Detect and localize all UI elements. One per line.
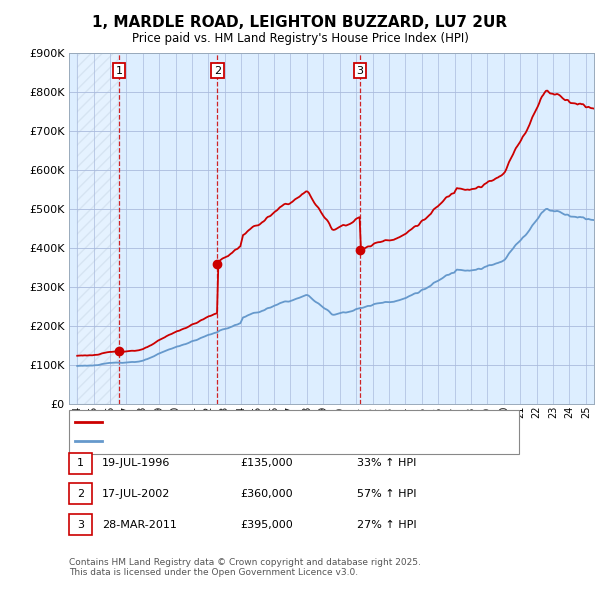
Text: HPI: Average price, detached house, Central Bedfordshire: HPI: Average price, detached house, Cent… xyxy=(107,436,408,445)
Text: 19-JUL-1996: 19-JUL-1996 xyxy=(102,458,170,468)
Text: 2: 2 xyxy=(214,65,221,76)
Text: 33% ↑ HPI: 33% ↑ HPI xyxy=(357,458,416,468)
Text: Price paid vs. HM Land Registry's House Price Index (HPI): Price paid vs. HM Land Registry's House … xyxy=(131,32,469,45)
Text: 28-MAR-2011: 28-MAR-2011 xyxy=(102,520,177,529)
Text: 17-JUL-2002: 17-JUL-2002 xyxy=(102,489,170,499)
Text: Contains HM Land Registry data © Crown copyright and database right 2025.
This d: Contains HM Land Registry data © Crown c… xyxy=(69,558,421,577)
Text: 1: 1 xyxy=(77,458,84,468)
Text: £360,000: £360,000 xyxy=(240,489,293,499)
Text: 2: 2 xyxy=(77,489,84,499)
Text: 1: 1 xyxy=(115,65,122,76)
Text: £395,000: £395,000 xyxy=(240,520,293,529)
Text: 27% ↑ HPI: 27% ↑ HPI xyxy=(357,520,416,529)
Text: 1, MARDLE ROAD, LEIGHTON BUZZARD, LU7 2UR: 1, MARDLE ROAD, LEIGHTON BUZZARD, LU7 2U… xyxy=(92,15,508,30)
Text: £135,000: £135,000 xyxy=(240,458,293,468)
Text: 57% ↑ HPI: 57% ↑ HPI xyxy=(357,489,416,499)
Text: 1, MARDLE ROAD, LEIGHTON BUZZARD, LU7 2UR (detached house): 1, MARDLE ROAD, LEIGHTON BUZZARD, LU7 2U… xyxy=(107,417,457,427)
Text: 3: 3 xyxy=(77,520,84,529)
Text: 3: 3 xyxy=(356,65,364,76)
